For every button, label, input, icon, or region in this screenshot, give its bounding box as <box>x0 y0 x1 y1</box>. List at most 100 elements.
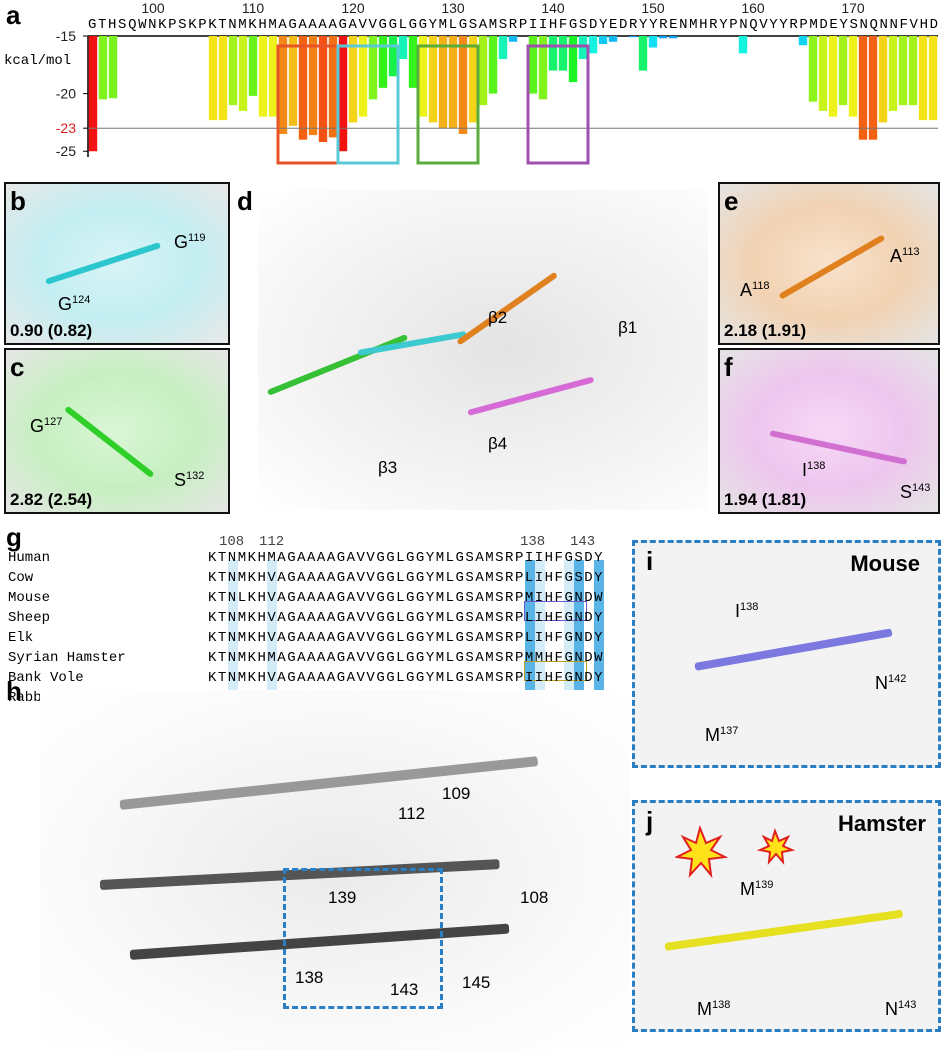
score: 0.90 (0.82) <box>10 321 93 340</box>
panel-title: Hamster <box>837 811 926 836</box>
bar <box>578 36 588 60</box>
bar <box>868 36 878 140</box>
bar <box>458 36 468 134</box>
residue-name: M <box>705 725 720 745</box>
residue-name: S <box>900 482 913 502</box>
structure-image: A118 A113 2.18 (1.91) <box>718 182 940 345</box>
residue-label: M138 <box>697 999 730 1020</box>
zoom-box <box>283 868 443 1009</box>
bar <box>228 36 238 106</box>
bar <box>268 36 278 117</box>
residue-label: I138 <box>802 460 825 481</box>
residue-name: G <box>174 232 189 252</box>
sequence: GTHSQWNKPSKPKTNMKHMAGAAAAGAVVGGLGGYMLGSA… <box>88 17 938 33</box>
bar <box>248 36 258 96</box>
bar <box>238 36 248 111</box>
motif-box <box>524 661 587 681</box>
x-tick-label: 120 <box>341 0 365 16</box>
x-tick-label: 110 <box>242 0 265 16</box>
bar <box>598 36 608 45</box>
species: Elk <box>8 630 34 646</box>
species: Syrian Hamster <box>8 650 126 666</box>
residue-number: 142 <box>888 673 907 685</box>
panel-label: d <box>237 186 253 216</box>
bar <box>888 36 898 111</box>
bar <box>418 36 428 117</box>
bar <box>508 36 518 42</box>
residue-name: G <box>58 294 73 314</box>
residue-name: A <box>740 280 753 300</box>
residue-number: 124 <box>72 294 91 306</box>
position-number: 112 <box>259 534 285 550</box>
species: Human <box>8 550 51 566</box>
bar <box>258 36 268 117</box>
structure-image: 109 112 108 139 138 143 145 <box>40 690 630 1050</box>
bar <box>318 36 328 143</box>
bar <box>288 36 298 126</box>
residue-number: 137 <box>720 725 739 737</box>
bar <box>628 36 638 38</box>
x-tick-label: 150 <box>641 0 665 16</box>
strand-label: β2 <box>488 308 508 327</box>
residue-number: 127 <box>44 416 63 428</box>
bar <box>538 36 548 100</box>
backbone <box>467 376 595 416</box>
y-tick-label: -15 <box>56 28 76 44</box>
bar <box>448 36 458 129</box>
backbone <box>778 234 886 300</box>
alignment: 108 112 138 143 Human KTNMKHMAGAAAAGAVVGG… <box>0 534 620 712</box>
residue-name: S <box>174 470 187 490</box>
bar <box>898 36 908 106</box>
position-number: 108 <box>219 534 245 550</box>
highlight-box <box>416 44 480 165</box>
bar <box>88 36 98 152</box>
bar <box>438 36 448 129</box>
residue-number: 119 <box>188 232 206 244</box>
score: 1.94 (1.81) <box>724 490 807 509</box>
bar <box>298 36 308 140</box>
backbone <box>45 242 162 285</box>
bar <box>498 36 508 60</box>
highlight-box <box>526 44 590 165</box>
column-highlight <box>267 560 278 712</box>
bar <box>918 36 928 121</box>
score: 2.18 (1.91) <box>724 321 807 340</box>
bar <box>218 36 228 121</box>
residue-number: 138 <box>807 460 826 472</box>
bar <box>398 36 408 60</box>
bar <box>878 36 888 123</box>
residue-number: 132 <box>186 470 205 482</box>
panel-label: b <box>10 186 26 216</box>
residue-number: 138 <box>295 968 324 987</box>
backbone <box>266 334 409 396</box>
residue-label: A113 <box>890 246 920 267</box>
bar <box>468 36 478 123</box>
residue-number: 118 <box>752 280 770 292</box>
x-tick-label: 160 <box>741 0 765 16</box>
structure-image: Hamster M139 M138 N143 <box>632 800 941 1032</box>
highlight-box <box>336 44 400 165</box>
column-highlight <box>594 560 604 712</box>
position-number: 138 <box>520 534 546 550</box>
column-highlight <box>564 560 575 712</box>
bar <box>648 36 658 48</box>
bar <box>378 36 388 88</box>
bar <box>358 36 368 117</box>
residue-label: S132 <box>174 470 204 491</box>
sequence: KTNMKHVAGAAAAGAVVGGLGGYMLGSAMSRPLIHFGNDY <box>208 610 605 626</box>
unit-label: kcal/mol <box>4 53 71 69</box>
residue-label: S143 <box>900 482 930 503</box>
residue-name: N <box>875 673 888 693</box>
residue-number: 138 <box>712 999 731 1011</box>
bar <box>608 36 618 42</box>
residue-label: N142 <box>875 673 906 694</box>
bar <box>838 36 848 106</box>
residue-name: A <box>890 246 903 266</box>
ribbon <box>119 756 539 810</box>
bar <box>638 36 648 71</box>
panel-label: g <box>6 522 22 552</box>
residue-label: M139 <box>740 879 773 900</box>
column-highlight <box>534 560 545 712</box>
structure-image: Mouse I138 N142 M137 <box>632 540 941 768</box>
bar <box>548 36 558 71</box>
